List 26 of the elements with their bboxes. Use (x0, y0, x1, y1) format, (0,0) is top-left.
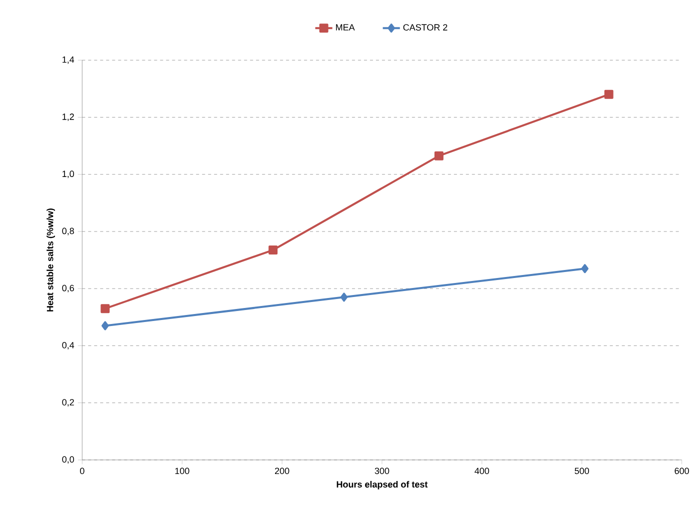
point (100, 304, 110, 314)
x-tick-label: 0 (80, 468, 84, 474)
x-axis-title: Hours elapsed of test (336, 480, 428, 490)
x-tick-label: 400 (474, 468, 490, 474)
point (268, 246, 278, 255)
legend-label: MEA (336, 24, 355, 30)
point (581, 264, 588, 274)
point (604, 90, 614, 99)
x-tick-label: 300 (374, 468, 390, 474)
y-tick-label: 1,0 (62, 170, 74, 178)
x-tick-label: 100 (175, 468, 190, 474)
point (434, 151, 444, 160)
y-tick-label: 1,4 (62, 56, 74, 64)
point (102, 321, 109, 330)
y-tick-label: 0,0 (62, 456, 74, 464)
y-tick-label: 0,2 (62, 399, 74, 406)
legend-label: CASTOR 2 (403, 24, 448, 31)
y-axis-title: Heat stable salts (%w/w) (46, 208, 55, 312)
point (340, 292, 348, 302)
x-tick-label: 500 (574, 468, 590, 474)
y-tick-label: 0,8 (62, 228, 74, 236)
y-tick-label: 0,6 (62, 284, 74, 292)
y-tick-label: 1,2 (62, 114, 74, 121)
y-tick-label: 0,4 (62, 342, 74, 350)
x-tick-label: 200 (274, 468, 290, 474)
x-tick-label: 600 (674, 468, 689, 474)
